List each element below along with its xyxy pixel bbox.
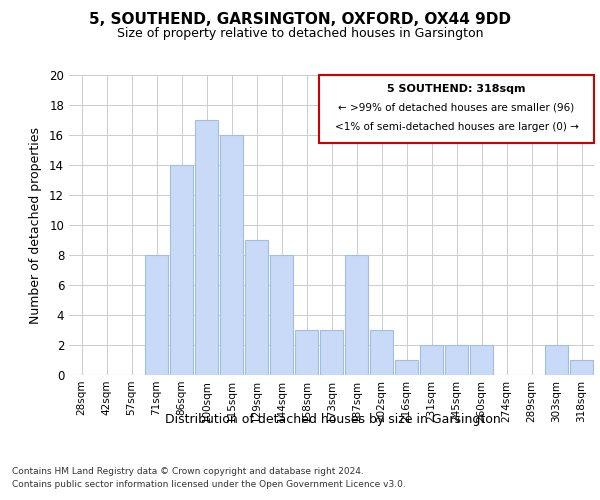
Text: Contains public sector information licensed under the Open Government Licence v3: Contains public sector information licen…: [12, 480, 406, 489]
Text: <1% of semi-detached houses are larger (0) →: <1% of semi-detached houses are larger (…: [335, 122, 578, 132]
Bar: [569, 360, 593, 375]
Bar: [344, 255, 368, 375]
Bar: [145, 255, 169, 375]
Bar: [220, 135, 244, 375]
Bar: [320, 330, 343, 375]
Text: 5 SOUTHEND: 318sqm: 5 SOUTHEND: 318sqm: [387, 84, 526, 94]
Bar: [419, 345, 443, 375]
Bar: [295, 330, 319, 375]
Text: 5, SOUTHEND, GARSINGTON, OXFORD, OX44 9DD: 5, SOUTHEND, GARSINGTON, OXFORD, OX44 9D…: [89, 12, 511, 28]
Text: ← >99% of detached houses are smaller (96): ← >99% of detached houses are smaller (9…: [338, 103, 575, 113]
Bar: [470, 345, 493, 375]
Bar: [170, 165, 193, 375]
Bar: [395, 360, 418, 375]
Text: Distribution of detached houses by size in Garsington: Distribution of detached houses by size …: [165, 412, 501, 426]
Bar: [245, 240, 268, 375]
Bar: [269, 255, 293, 375]
Bar: [545, 345, 568, 375]
Bar: [445, 345, 469, 375]
Y-axis label: Number of detached properties: Number of detached properties: [29, 126, 42, 324]
Text: Contains HM Land Registry data © Crown copyright and database right 2024.: Contains HM Land Registry data © Crown c…: [12, 468, 364, 476]
FancyBboxPatch shape: [319, 75, 594, 142]
Bar: [194, 120, 218, 375]
Bar: [370, 330, 394, 375]
Text: Size of property relative to detached houses in Garsington: Size of property relative to detached ho…: [117, 28, 483, 40]
